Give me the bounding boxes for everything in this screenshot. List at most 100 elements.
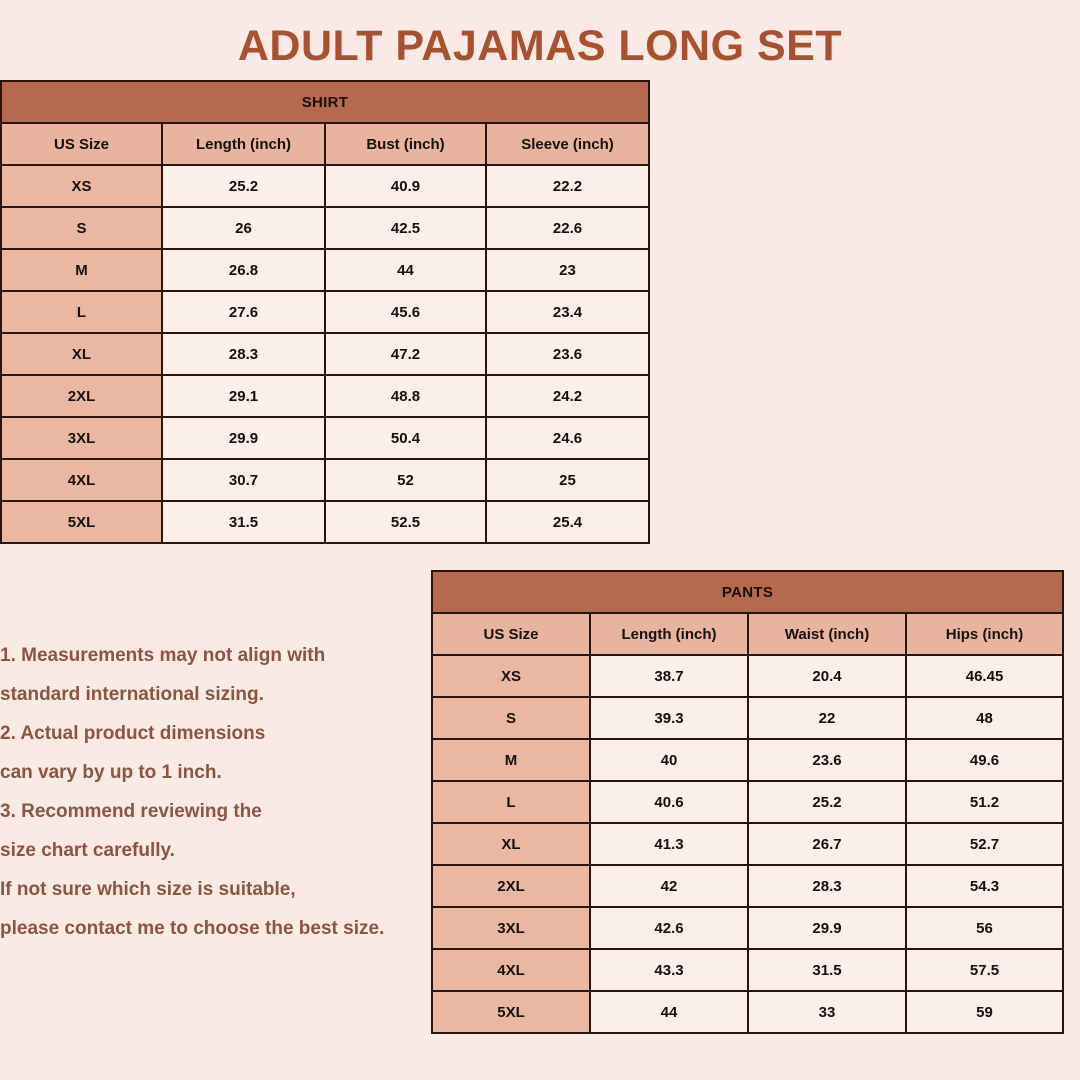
pants-measurement-cell: 42 — [589, 864, 749, 908]
table-row: 2XL 42 28.3 54.3 — [431, 864, 1065, 908]
pants-measurement-cell: 25.2 — [747, 780, 907, 824]
shirt-measurement-cell: 47.2 — [324, 332, 487, 376]
shirt-measurement-cell: 27.6 — [161, 290, 326, 334]
pants-measurement-cell: 31.5 — [747, 948, 907, 992]
table-row: 3XL 29.9 50.4 24.6 — [0, 416, 650, 460]
pants-measurement-cell: 23.6 — [747, 738, 907, 782]
shirt-table-body: SHIRT US Size Length (inch) Bust (inch) Slee… — [0, 80, 650, 544]
shirt-size-label: M — [0, 248, 163, 292]
table-row: S 26 42.5 22.6 — [0, 206, 650, 250]
pants-size-label: XL — [431, 822, 591, 866]
table-row: M 26.8 44 23 — [0, 248, 650, 292]
shirt-size-label: 3XL — [0, 416, 163, 460]
pants-size-label: S — [431, 696, 591, 740]
shirt-measurement-cell: 25.2 — [161, 164, 326, 208]
shirt-measurement-cell: 23 — [485, 248, 650, 292]
shirt-header-row: US Size Length (inch) Bust (inch) Sleeve (i… — [0, 122, 650, 166]
pants-measurement-cell: 26.7 — [747, 822, 907, 866]
table-row: L 40.6 25.2 51.2 — [431, 780, 1065, 824]
shirt-column-header-1: Length (inch) — [161, 122, 326, 166]
pants-column-header-0: US Size — [431, 612, 591, 656]
pants-measurement-cell: 59 — [904, 990, 1065, 1034]
pants-size-label: 5XL — [431, 990, 591, 1034]
pants-size-label: L — [431, 780, 591, 824]
pants-column-header-3: Hips (inch) — [904, 612, 1065, 656]
shirt-measurement-cell: 24.2 — [485, 374, 650, 418]
table-row: S 39.3 22 48 — [431, 696, 1065, 740]
pants-measurement-cell: 20.4 — [747, 654, 907, 698]
shirt-measurement-cell: 23.4 — [485, 290, 650, 334]
notes-block: 1. Measurements may not align with stand… — [0, 636, 430, 948]
pants-measurement-cell: 40.6 — [589, 780, 749, 824]
shirt-column-header-2: Bust (inch) — [324, 122, 487, 166]
table-row: 4XL 30.7 52 25 — [0, 458, 650, 502]
pants-measurement-cell: 41.3 — [589, 822, 749, 866]
pants-measurement-cell: 39.3 — [589, 696, 749, 740]
pants-measurement-cell: 57.5 — [904, 948, 1065, 992]
pants-measurement-cell: 43.3 — [589, 948, 749, 992]
note-line: standard international sizing. — [0, 684, 264, 705]
shirt-measurement-cell: 31.5 — [161, 500, 326, 544]
pants-size-label: XS — [431, 654, 591, 698]
shirt-size-label: 5XL — [0, 500, 163, 544]
note-line: If not sure which size is suitable, — [0, 879, 296, 900]
shirt-size-label: XL — [0, 332, 163, 376]
shirt-measurement-cell: 25.4 — [485, 500, 650, 544]
shirt-measurement-cell: 30.7 — [161, 458, 326, 502]
pants-measurement-cell: 38.7 — [589, 654, 749, 698]
shirt-measurement-cell: 40.9 — [324, 164, 487, 208]
note-line: please contact me to choose the best siz… — [0, 918, 385, 939]
pants-size-label: M — [431, 738, 591, 782]
table-row: XL 41.3 26.7 52.7 — [431, 822, 1065, 866]
pants-measurement-cell: 49.6 — [904, 738, 1065, 782]
shirt-measurement-cell: 29.9 — [161, 416, 326, 460]
shirt-column-header-0: US Size — [0, 122, 163, 166]
page-title: ADULT PAJAMAS LONG SET — [237, 22, 843, 70]
table-row: L 27.6 45.6 23.4 — [0, 290, 650, 334]
table-row: XS 25.2 40.9 22.2 — [0, 164, 650, 208]
pants-measurement-cell: 33 — [747, 990, 907, 1034]
shirt-measurement-cell: 22.2 — [485, 164, 650, 208]
shirt-measurement-cell: 50.4 — [324, 416, 487, 460]
note-line: 3. Recommend reviewing the — [0, 801, 262, 822]
pants-header-row: US Size Length (inch) Waist (inch) Hips (in… — [431, 612, 1065, 656]
pants-size-label: 2XL — [431, 864, 591, 908]
shirt-measurement-cell: 45.6 — [324, 290, 487, 334]
table-row: 5XL 31.5 52.5 25.4 — [0, 500, 650, 544]
shirt-measurement-cell: 22.6 — [485, 206, 650, 250]
note-line: can vary by up to 1 inch. — [0, 762, 222, 783]
note-line: 1. Measurements may not align with — [0, 645, 326, 666]
shirt-size-label: 2XL — [0, 374, 163, 418]
shirt-measurement-cell: 48.8 — [324, 374, 487, 418]
pants-size-label: 3XL — [431, 906, 591, 950]
pants-size-label: 4XL — [431, 948, 591, 992]
note-line: 2. Actual product dimensions — [0, 723, 266, 744]
pants-measurement-cell: 40 — [589, 738, 749, 782]
pants-measurement-cell: 52.7 — [904, 822, 1065, 866]
pants-measurement-cell: 22 — [747, 696, 907, 740]
pants-column-header-1: Length (inch) — [589, 612, 749, 656]
shirt-measurement-cell: 42.5 — [324, 206, 487, 250]
shirt-size-label: 4XL — [0, 458, 163, 502]
shirt-measurement-cell: 52 — [324, 458, 487, 502]
pants-measurement-cell: 48 — [904, 696, 1065, 740]
table-row: 4XL 43.3 31.5 57.5 — [431, 948, 1065, 992]
shirt-measurement-cell: 52.5 — [324, 500, 487, 544]
shirt-measurement-cell: 28.3 — [161, 332, 326, 376]
table-row: 5XL 44 33 59 — [431, 990, 1065, 1034]
shirt-measurement-cell: 24.6 — [485, 416, 650, 460]
note-line: size chart carefully. — [0, 840, 175, 861]
pants-measurement-cell: 42.6 — [589, 906, 749, 950]
shirt-band-row: SHIRT — [0, 80, 650, 124]
pants-measurement-cell: 54.3 — [904, 864, 1065, 908]
pants-measurement-cell: 44 — [589, 990, 749, 1034]
pants-table-body: PANTS US Size Length (inch) Waist (inch) Hip… — [430, 570, 1065, 1034]
table-row: XL 28.3 47.2 23.6 — [0, 332, 650, 376]
shirt-size-label: L — [0, 290, 163, 334]
pants-measurement-cell: 46.45 — [904, 654, 1065, 698]
pants-column-header-2: Waist (inch) — [747, 612, 907, 656]
pants-band-row: PANTS — [430, 570, 1065, 614]
shirt-size-table: SHIRT US Size Length (inch) Bust (inch) Slee… — [0, 80, 650, 544]
shirt-column-header-3: Sleeve (inch) — [485, 122, 650, 166]
pants-band-label: PANTS — [430, 570, 1065, 614]
